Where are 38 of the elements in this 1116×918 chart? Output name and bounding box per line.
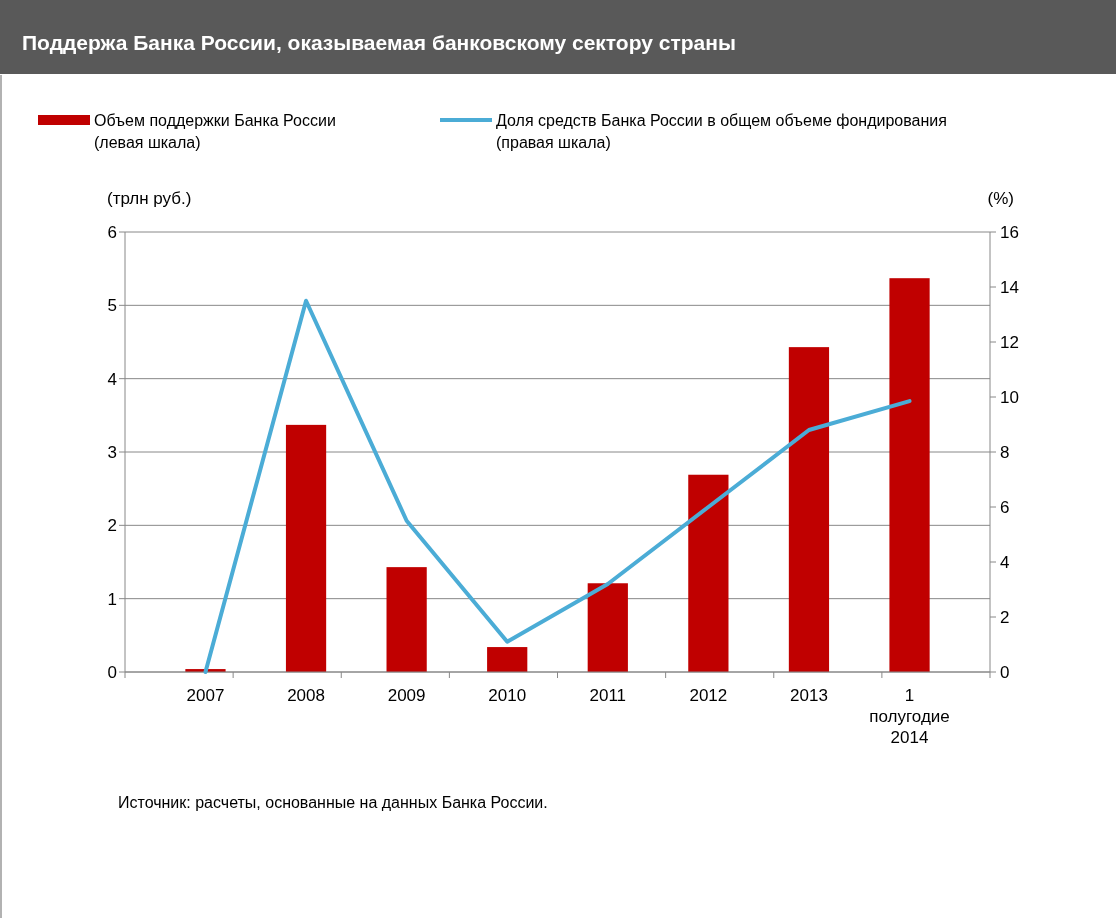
- y2-tick-label: 0: [1000, 663, 1010, 682]
- y-tick-label: 4: [107, 369, 117, 389]
- x-tick-label: 2010: [488, 686, 527, 705]
- y-tick-label: 5: [107, 296, 117, 316]
- x-tick-label: 2011: [589, 686, 627, 705]
- x-tick-label: 2012: [689, 686, 728, 705]
- line-series: [203, 298, 912, 674]
- y2-tick-label: 8: [1000, 443, 1010, 462]
- text: Источник: расчеты, основанные на данных Банка России.: [118, 794, 548, 811]
- x-tick-label: 2013: [790, 686, 828, 705]
- x-tick-label: 2009: [387, 686, 426, 705]
- y2-axis-title: (%): [987, 189, 1014, 208]
- bar: [587, 583, 628, 672]
- bar: [688, 474, 729, 672]
- y-tick-label: 1: [107, 589, 117, 609]
- legend-label: Доля средств Банка России в общем объеме фондирования (правая шкала): [496, 112, 947, 151]
- y2-tick-label: 14: [1000, 278, 1019, 297]
- y-tick-label: 0: [107, 663, 117, 682]
- legend-label: Объем поддержки Банка России (левая шкала): [94, 112, 336, 151]
- x-tick-label: 2008: [287, 686, 325, 705]
- y-axis-title: (трлн руб.): [107, 189, 192, 208]
- y2-tick-label: 2: [1000, 608, 1010, 627]
- x-tick-label: 1 полугодие 2014: [869, 686, 950, 747]
- chart-title: Поддержа Банка России, оказываемая банковскому сектору страны: [22, 31, 736, 54]
- y-tick-label: 6: [107, 223, 117, 242]
- bar: [285, 424, 327, 672]
- y-tick-label: 3: [107, 443, 117, 462]
- y2-tick-label: 6: [1000, 498, 1010, 517]
- y-tick-label: 2: [107, 516, 117, 536]
- bar: [788, 347, 830, 672]
- bar: [487, 647, 528, 672]
- y2-tick-label: 12: [1000, 333, 1019, 352]
- y2-tick-label: 16: [1000, 223, 1019, 242]
- bar: [889, 278, 930, 672]
- x-tick-label: 2007: [186, 686, 225, 705]
- bar: [386, 567, 427, 672]
- y2-tick-label: 10: [1000, 388, 1019, 407]
- y2-tick-label: 4: [1000, 553, 1010, 572]
